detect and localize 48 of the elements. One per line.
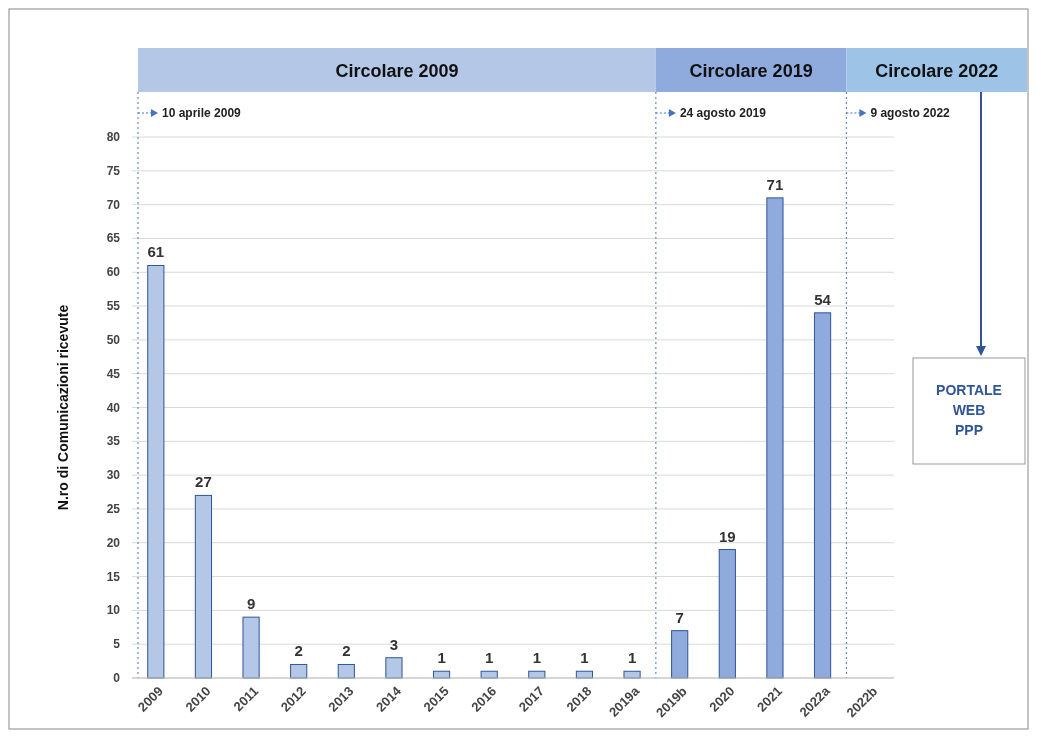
text: Circolare 2019 <box>689 61 813 81</box>
bar <box>766 197 784 679</box>
bar <box>194 494 213 679</box>
bar <box>242 616 260 679</box>
y-tick-label: 35 <box>106 434 121 449</box>
data-label: 2 <box>342 642 351 660</box>
y-axis-title: N.ro di Comunicazioni ricevute <box>55 304 71 511</box>
y-tick-label: 0 <box>113 671 121 685</box>
data-label: 2 <box>294 642 303 660</box>
y-tick-label: 70 <box>106 197 121 212</box>
ref-line-label: 9 agosto 2022 <box>870 106 951 120</box>
data-label: 54 <box>814 290 832 308</box>
ref-line-label: 10 aprile 2009 <box>162 106 242 120</box>
bar <box>813 312 832 679</box>
y-tick-label: 50 <box>106 332 121 347</box>
y-tick-label: 60 <box>106 265 121 280</box>
data-label: 1 <box>627 649 637 667</box>
data-label: 3 <box>389 635 399 653</box>
y-tick-label: 40 <box>106 400 121 415</box>
y-tick-label: 15 <box>106 569 121 584</box>
data-label: 1 <box>437 649 446 667</box>
text: Circolare 2009 <box>335 61 459 81</box>
bar <box>147 264 165 679</box>
ref-line-label: 24 agosto 2019 <box>679 106 767 120</box>
text: PORTALE WEB PPP <box>936 382 1002 438</box>
y-tick-label: 25 <box>106 501 121 516</box>
data-label: 19 <box>718 527 736 545</box>
y-tick-label: 45 <box>106 366 121 381</box>
bar <box>718 549 736 679</box>
y-tick-label: 65 <box>106 231 121 246</box>
data-label: 9 <box>246 595 256 613</box>
data-label: 1 <box>580 649 589 667</box>
data-label: 7 <box>675 608 684 626</box>
y-tick-label: 55 <box>106 299 121 314</box>
bar <box>385 657 403 679</box>
y-tick-label: 80 <box>106 130 121 144</box>
data-label: 1 <box>532 649 541 667</box>
y-tick-label: 10 <box>106 603 121 618</box>
text: Circolare 2022 <box>875 61 999 81</box>
data-label: 27 <box>195 473 212 491</box>
y-tick-label: 5 <box>113 637 121 652</box>
y-tick-label: 20 <box>106 535 121 550</box>
data-label: 1 <box>485 649 494 667</box>
bar <box>671 630 689 679</box>
data-label: 61 <box>147 243 165 261</box>
data-label: 71 <box>766 175 784 193</box>
y-tick-label: 30 <box>106 468 121 483</box>
y-tick-label: 75 <box>106 163 121 178</box>
